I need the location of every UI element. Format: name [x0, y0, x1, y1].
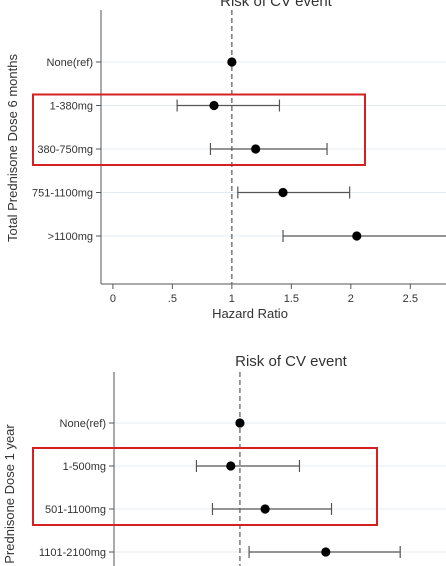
y-tick-label: 501-1100mg — [45, 504, 106, 516]
forest-plot-6-months: Risk of CV event None(ref) 1-380mg 380-750… — [5, 0, 446, 318]
y-tick-label: 1-380mg — [50, 101, 93, 113]
x-tick-label: 2 — [348, 293, 354, 305]
y-axis-title: Total Prednisone Dose 6 months — [5, 54, 20, 242]
point-estimate — [260, 504, 270, 514]
highlight-box — [32, 447, 378, 526]
chart-title: Risk of CV event — [220, 0, 333, 10]
x-tick-label: 2.5 — [403, 293, 418, 305]
y-tick-label: 380-750mg — [37, 144, 93, 156]
point-estimate — [352, 231, 362, 241]
y-tick-label: None(ref) — [47, 57, 93, 69]
point-estimate — [226, 461, 236, 471]
forest-plot-1-year: Risk of CV event None(ref) 1-500mg 501-110… — [2, 353, 446, 566]
point-estimate — [227, 57, 237, 67]
y-tick-label: 751-1100mg — [32, 188, 93, 200]
highlight-box — [32, 93, 366, 166]
x-tick-label: 1 — [229, 293, 235, 305]
y-tick-label: 1101-2100mg — [39, 547, 106, 559]
point-estimate — [235, 418, 245, 428]
point-estimate — [321, 547, 331, 557]
y-tick-label: >1100mg — [48, 231, 93, 243]
y-axis-title: Prednisone Dose 1 year — [2, 424, 17, 564]
point-estimate — [209, 100, 219, 111]
x-axis-title: Hazard Ratio — [212, 306, 288, 318]
point-estimate — [278, 187, 288, 198]
y-tick-label: None(ref) — [60, 418, 106, 430]
chart-title: Risk of CV event — [235, 353, 348, 370]
x-tick-label: 1.5 — [284, 293, 299, 305]
point-estimate — [251, 144, 261, 154]
x-tick-label: 0 — [110, 293, 116, 305]
y-tick-label: 1-500mg — [63, 461, 106, 473]
x-tick-label: .5 — [168, 293, 177, 305]
